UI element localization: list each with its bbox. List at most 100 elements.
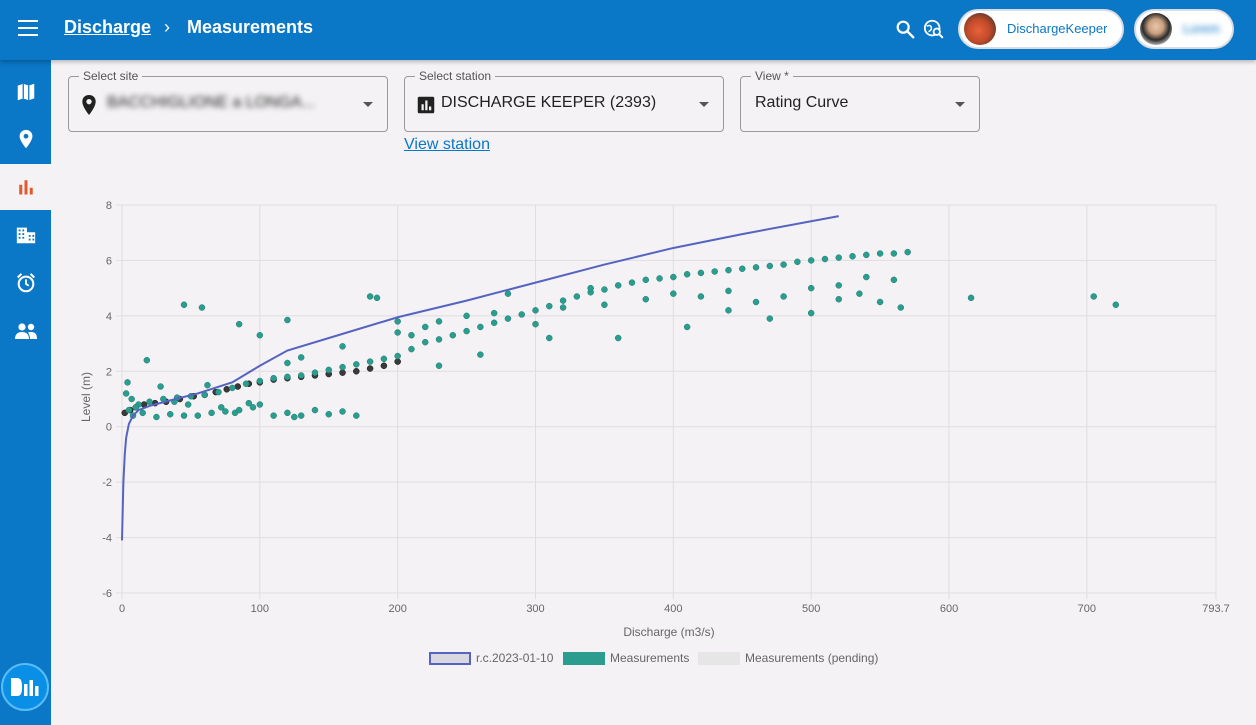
measurement-point <box>477 351 484 358</box>
y-tick-label: 6 <box>106 255 112 267</box>
measurement-point <box>157 383 164 390</box>
legend-swatch <box>698 652 740 665</box>
measurement-point <box>284 359 291 367</box>
sidebar-item-alarms[interactable] <box>0 260 51 306</box>
station-chart-icon <box>417 96 435 114</box>
measurement-point <box>245 399 253 407</box>
measurement-point <box>270 374 277 382</box>
measurement-point <box>876 250 884 257</box>
measurement-point <box>215 388 222 396</box>
sidebar-item-users[interactable] <box>0 308 51 354</box>
legend-label: Measurements <box>610 651 690 665</box>
measurement-point <box>124 379 131 386</box>
search-icon[interactable] <box>894 18 916 40</box>
measurement-point <box>725 307 732 314</box>
travel-explore-icon[interactable] <box>923 18 945 40</box>
y-tick-label: -6 <box>102 588 112 600</box>
organization-avatar <box>964 13 996 45</box>
organization-name: DischargeKeeper <box>1007 21 1108 36</box>
measurement-point <box>752 298 760 306</box>
y-axis-label: Level (m) <box>79 372 93 422</box>
location-pin-icon <box>19 129 32 149</box>
measurement-point <box>573 293 581 300</box>
measurement-point <box>794 258 801 266</box>
pending-measurement-point <box>223 386 231 393</box>
brand-logo[interactable] <box>1 663 49 711</box>
measurement-point <box>532 320 539 328</box>
measurement-point <box>231 409 239 417</box>
legend-swatch <box>563 652 605 665</box>
discharge-keeper-logo-icon <box>11 678 39 696</box>
measurement-point <box>904 248 911 256</box>
measurement-point <box>697 293 705 300</box>
measurement-point <box>821 255 829 263</box>
measurement-point <box>683 271 691 278</box>
measurement-point <box>807 257 815 264</box>
measurement-point <box>339 363 346 371</box>
measurement-point <box>421 323 429 331</box>
pending-measurement-point <box>339 369 346 376</box>
measurement-point <box>559 304 567 311</box>
measurement-point <box>766 315 774 322</box>
view-select-value: Rating Curve <box>755 94 849 111</box>
breadcrumb-discharge[interactable]: Discharge <box>64 17 152 37</box>
measurement-point <box>490 319 498 327</box>
measurement-point <box>739 265 746 272</box>
measurement-point <box>766 262 774 270</box>
measurement-point <box>628 279 636 286</box>
measurement-point <box>876 298 884 306</box>
measurement-point <box>180 412 188 419</box>
pending-measurement-point <box>234 383 242 390</box>
people-icon <box>14 323 37 339</box>
measurement-point <box>143 356 151 364</box>
view-select[interactable]: View * Rating Curve <box>740 69 980 132</box>
measurement-point <box>284 409 291 417</box>
measurement-point <box>752 264 760 271</box>
measurement-point <box>614 334 622 342</box>
sidebar-item-map[interactable] <box>0 69 51 115</box>
measurement-point <box>297 412 305 419</box>
measurement-point <box>394 329 401 336</box>
user-menu[interactable]: Lorem <box>1134 9 1234 49</box>
measurement-point <box>217 404 225 411</box>
page-title: Measurements <box>187 17 314 37</box>
x-axis-label: Discharge (m3/s) <box>623 625 714 639</box>
x-tick-label: 600 <box>940 603 958 615</box>
measurement-point <box>642 276 650 284</box>
measurement-point <box>122 390 130 397</box>
measurement-point <box>139 409 146 417</box>
plot-area <box>121 204 1217 594</box>
station-select[interactable]: Select station DISCHARGE KEEPER (2393) <box>404 69 724 132</box>
sidebar-item-organizations[interactable] <box>0 212 51 258</box>
menu-icon[interactable] <box>18 20 38 36</box>
measurement-point <box>435 336 443 343</box>
pending-measurement-point <box>366 365 374 372</box>
view-select-label: View * <box>751 69 793 83</box>
sidebar-item-locations[interactable] <box>0 116 51 162</box>
measurement-point <box>229 384 236 392</box>
measurement-point <box>366 293 374 300</box>
measurement-point <box>435 318 443 325</box>
measurement-point <box>184 401 192 408</box>
measurement-point <box>897 304 905 311</box>
chart-grid <box>116 204 1217 599</box>
measurement-point <box>807 284 815 292</box>
legend-label: r.c.2023-01-10 <box>476 651 554 665</box>
x-tick-label: 200 <box>388 603 406 615</box>
measurement-point <box>421 338 429 346</box>
measurement-point <box>725 287 732 295</box>
measurement-point <box>614 282 622 289</box>
building-icon <box>16 227 35 244</box>
measurement-point <box>242 380 250 388</box>
measurement-point <box>435 362 443 369</box>
station-select-value: DISCHARGE KEEPER (2393) <box>441 94 657 111</box>
sidebar-item-charts[interactable] <box>0 164 51 210</box>
station-select-dropdown-icon <box>699 102 709 107</box>
measurement-point <box>670 290 677 297</box>
measurement-point <box>780 293 787 300</box>
view-station-link[interactable]: View station <box>404 136 490 153</box>
measurement-point <box>297 372 305 379</box>
measurement-point <box>194 412 202 419</box>
site-select[interactable]: Select site BACCHIGLIONE a LONGA... <box>68 69 388 132</box>
organization-switcher[interactable]: DischargeKeeper <box>958 9 1124 49</box>
